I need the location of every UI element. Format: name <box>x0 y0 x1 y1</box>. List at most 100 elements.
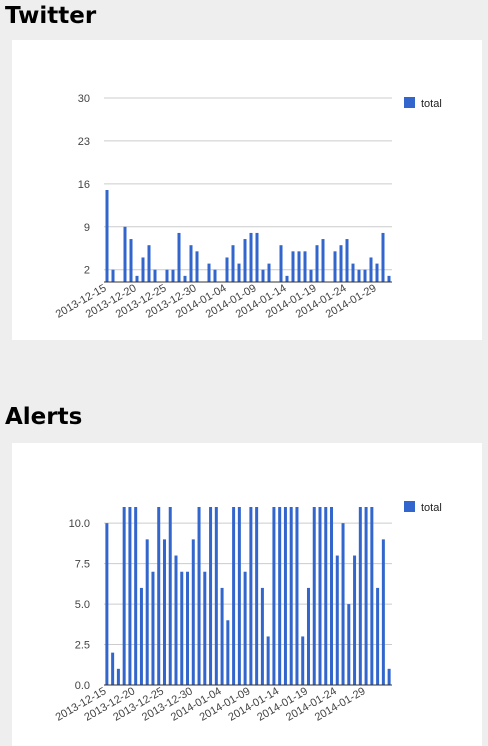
bar <box>183 275 187 282</box>
bar <box>345 239 349 282</box>
bar <box>129 239 133 282</box>
bar <box>105 190 109 282</box>
bar <box>351 263 355 282</box>
bar <box>341 523 345 685</box>
bar <box>174 555 178 685</box>
bar <box>162 539 166 685</box>
bar <box>381 539 385 685</box>
alerts-heading: Alerts <box>5 404 83 430</box>
bar <box>278 507 282 685</box>
bar <box>266 636 270 685</box>
bar <box>231 245 235 282</box>
bar <box>363 269 367 282</box>
bar <box>214 507 218 685</box>
bar <box>272 507 276 685</box>
y-tick-label: 0.0 <box>75 680 90 692</box>
alerts-chart-panel: 0.0 2.5 5.0 7.5 10.0 2013-12-15 2013-12-20 2013… <box>12 443 482 746</box>
legend-swatch <box>404 97 415 108</box>
bar <box>151 571 155 685</box>
y-tick-label: 23 <box>78 136 90 148</box>
bar <box>213 269 217 282</box>
twitter-chart: 291623302013-12-152013-12-202013-12-2520… <box>54 93 442 321</box>
bar <box>237 263 241 282</box>
bar <box>381 232 385 282</box>
bar <box>330 507 334 685</box>
bar <box>195 251 199 282</box>
bar <box>191 539 195 685</box>
bar <box>165 269 169 282</box>
bar <box>225 257 229 282</box>
bar <box>279 245 283 282</box>
bar <box>321 239 325 282</box>
bar <box>116 668 120 685</box>
bar <box>357 269 361 282</box>
bar <box>157 507 161 685</box>
bar <box>141 257 145 282</box>
bar <box>147 245 151 282</box>
bar <box>335 555 339 685</box>
bar <box>289 507 293 685</box>
bar <box>285 275 289 282</box>
bar <box>260 587 264 685</box>
bar <box>237 507 241 685</box>
bar <box>387 275 391 282</box>
bar <box>358 507 362 685</box>
bar <box>255 507 259 685</box>
bar <box>375 263 379 282</box>
legend-label: total <box>421 98 442 110</box>
bar <box>369 257 373 282</box>
bar <box>318 507 322 685</box>
bar <box>353 555 357 685</box>
legend-swatch <box>404 501 415 512</box>
bar <box>186 571 190 685</box>
bar <box>315 245 319 282</box>
y-tick-label: 16 <box>78 179 90 191</box>
y-tick-label: 2 <box>84 265 90 277</box>
bar <box>309 269 313 282</box>
bar <box>243 571 247 685</box>
bar <box>135 275 139 282</box>
bar <box>111 652 115 685</box>
bar <box>128 507 132 685</box>
legend-label: total <box>421 502 442 514</box>
bar <box>139 587 143 685</box>
bar <box>226 620 230 685</box>
bar <box>306 587 310 685</box>
bar <box>387 668 391 685</box>
bar <box>168 507 172 685</box>
bar <box>189 245 193 282</box>
bar <box>324 507 328 685</box>
bar <box>364 507 368 685</box>
y-tick-label: 9 <box>84 222 90 234</box>
y-tick-label: 5.0 <box>75 599 90 611</box>
bar <box>207 263 211 282</box>
bar <box>347 604 351 685</box>
bar <box>333 251 337 282</box>
bar <box>105 523 109 685</box>
bar <box>261 269 265 282</box>
bar <box>232 507 236 685</box>
bar <box>220 587 224 685</box>
bar <box>283 507 287 685</box>
alerts-chart: 0.02.55.07.510.02013-12-152013-12-202013… <box>54 501 442 724</box>
bar <box>171 269 175 282</box>
y-tick-label: 10.0 <box>69 518 90 530</box>
y-tick-label: 30 <box>78 93 90 105</box>
bar <box>295 507 299 685</box>
bar <box>376 587 380 685</box>
bar <box>249 507 253 685</box>
bar <box>122 507 126 685</box>
bar <box>153 269 157 282</box>
bar <box>249 232 253 282</box>
bar <box>177 232 181 282</box>
y-tick-label: 2.5 <box>75 640 90 652</box>
bar <box>203 571 207 685</box>
bar <box>301 636 305 685</box>
bar <box>209 507 213 685</box>
bar <box>255 232 259 282</box>
bar <box>370 507 374 685</box>
bar <box>134 507 138 685</box>
bar <box>243 239 247 282</box>
bar <box>339 245 343 282</box>
bar <box>111 269 115 282</box>
